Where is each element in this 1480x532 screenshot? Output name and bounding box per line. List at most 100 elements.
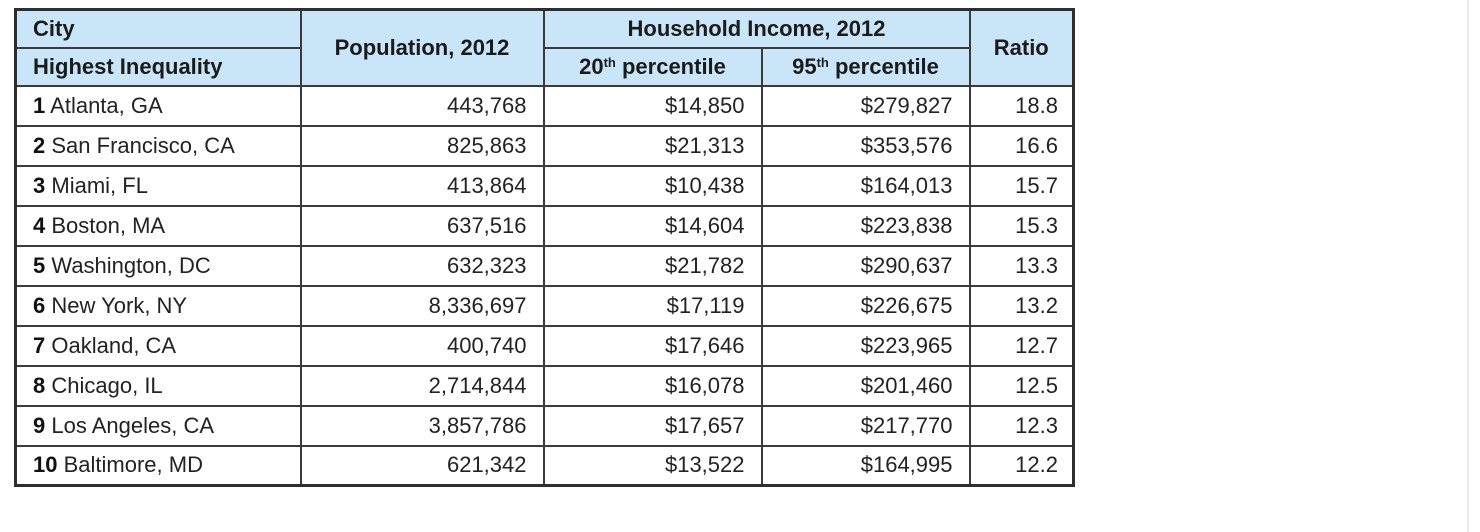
table-row: 2 San Francisco, CA 825,863 $21,313 $353… bbox=[14, 124, 1075, 167]
table-row: 9 Los Angeles, CA 3,857,786 $17,657 $217… bbox=[14, 404, 1075, 447]
city-name: Chicago, IL bbox=[51, 372, 163, 398]
population-value: 621,342 bbox=[299, 444, 545, 487]
city-cell: 8 Chicago, IL bbox=[14, 364, 302, 407]
income-20th-value: $14,604 bbox=[542, 204, 763, 247]
header-row-top: City Population, 2012 Household Income, … bbox=[14, 8, 1075, 87]
header-city: City bbox=[14, 8, 302, 49]
rank-label: 5 bbox=[33, 252, 46, 278]
table-row: 3 Miami, FL 413,864 $10,438 $164,013 15.… bbox=[14, 164, 1075, 207]
table-header: City Population, 2012 Household Income, … bbox=[14, 8, 1075, 87]
header-population: Population, 2012 bbox=[299, 8, 545, 87]
rank-label: 4 bbox=[33, 212, 46, 238]
population-value: 400,740 bbox=[299, 324, 545, 367]
population-value: 3,857,786 bbox=[299, 404, 545, 447]
city-name: Boston, MA bbox=[51, 212, 166, 238]
income-95th-value: $290,637 bbox=[760, 244, 971, 287]
city-name: Baltimore, MD bbox=[63, 452, 203, 478]
ratio-value: 13.3 bbox=[968, 244, 1075, 287]
income-95th-value: $223,965 bbox=[760, 324, 971, 367]
table-row: 4 Boston, MA 637,516 $14,604 $223,838 15… bbox=[14, 204, 1075, 247]
header-row-sub: Highest Inequality 20th percentile 95th … bbox=[14, 46, 1074, 87]
income-20th-value: $14,850 bbox=[542, 84, 763, 127]
table-row: 5 Washington, DC 632,323 $21,782 $290,63… bbox=[14, 244, 1075, 287]
income-20th-value: $21,313 bbox=[542, 124, 763, 167]
city-cell: 9 Los Angeles, CA bbox=[14, 404, 302, 447]
city-name: Atlanta, GA bbox=[50, 92, 163, 118]
ratio-value: 15.3 bbox=[968, 204, 1075, 247]
income-20th-value: $17,646 bbox=[542, 324, 763, 367]
ratio-value: 16.6 bbox=[968, 124, 1075, 167]
income-20th-value: $13,522 bbox=[542, 444, 763, 487]
city-name: Washington, DC bbox=[51, 252, 211, 278]
population-value: 632,323 bbox=[299, 244, 545, 287]
pct20-word: percentile bbox=[615, 53, 726, 79]
population-value: 2,714,844 bbox=[299, 364, 545, 407]
income-20th-value: $16,078 bbox=[542, 364, 763, 407]
rank-label: 7 bbox=[33, 332, 46, 358]
table-body: 1 Atlanta, GA 443,768 $14,850 $279,827 1… bbox=[14, 84, 1075, 487]
city-name: San Francisco, CA bbox=[51, 132, 235, 158]
ratio-value: 15.7 bbox=[968, 164, 1075, 207]
header-95th-percentile: 95th percentile bbox=[760, 46, 971, 87]
rank-label: 8 bbox=[33, 372, 46, 398]
pct20-superscript: th bbox=[603, 54, 616, 70]
city-cell: 1 Atlanta, GA bbox=[14, 84, 302, 127]
city-cell: 3 Miami, FL bbox=[14, 164, 302, 207]
ratio-value: 12.2 bbox=[968, 444, 1075, 487]
pct95-superscript: th bbox=[816, 54, 829, 70]
income-20th-value: $21,782 bbox=[542, 244, 763, 287]
city-cell: 6 New York, NY bbox=[14, 284, 302, 327]
population-value: 637,516 bbox=[299, 204, 545, 247]
header-household-income: Household Income, 2012 bbox=[542, 8, 971, 49]
rank-label: 1 bbox=[33, 92, 46, 118]
table-row: 6 New York, NY 8,336,697 $17,119 $226,67… bbox=[14, 284, 1075, 327]
city-name: New York, NY bbox=[51, 292, 188, 318]
table-row: 7 Oakland, CA 400,740 $17,646 $223,965 1… bbox=[14, 324, 1075, 367]
income-20th-value: $10,438 bbox=[542, 164, 763, 207]
city-cell: 7 Oakland, CA bbox=[14, 324, 302, 367]
income-95th-value: $279,827 bbox=[760, 84, 971, 127]
population-value: 825,863 bbox=[299, 124, 545, 167]
city-name: Los Angeles, CA bbox=[51, 412, 215, 438]
city-cell: 2 San Francisco, CA bbox=[14, 124, 302, 167]
rank-label: 6 bbox=[33, 292, 46, 318]
city-name: Miami, FL bbox=[51, 172, 148, 198]
city-cell: 4 Boston, MA bbox=[14, 204, 302, 247]
ratio-value: 12.7 bbox=[968, 324, 1075, 367]
header-20th-percentile: 20th percentile bbox=[542, 46, 763, 87]
income-95th-value: $201,460 bbox=[760, 364, 971, 407]
population-value: 443,768 bbox=[299, 84, 545, 127]
ratio-value: 18.8 bbox=[968, 84, 1075, 127]
population-value: 8,336,697 bbox=[299, 284, 545, 327]
pct95-word: percentile bbox=[828, 53, 939, 79]
income-95th-value: $353,576 bbox=[760, 124, 971, 167]
income-95th-value: $164,995 bbox=[760, 444, 971, 487]
page-edge-line bbox=[1467, 0, 1469, 532]
income-95th-value: $164,013 bbox=[760, 164, 971, 207]
city-cell: 5 Washington, DC bbox=[14, 244, 302, 287]
rank-label: 10 bbox=[33, 452, 58, 478]
income-20th-value: $17,119 bbox=[542, 284, 763, 327]
pct95-number: 95 bbox=[792, 53, 817, 79]
city-name: Oakland, CA bbox=[51, 332, 177, 358]
ratio-value: 12.5 bbox=[968, 364, 1075, 407]
rank-label: 3 bbox=[33, 172, 46, 198]
city-cell: 10 Baltimore, MD bbox=[14, 444, 302, 487]
ratio-value: 13.2 bbox=[968, 284, 1075, 327]
table-row: 8 Chicago, IL 2,714,844 $16,078 $201,460… bbox=[14, 364, 1075, 407]
population-value: 413,864 bbox=[299, 164, 545, 207]
table-row: 1 Atlanta, GA 443,768 $14,850 $279,827 1… bbox=[14, 84, 1075, 127]
income-95th-value: $223,838 bbox=[760, 204, 971, 247]
header-ratio: Ratio bbox=[968, 8, 1075, 87]
ratio-value: 12.3 bbox=[968, 404, 1075, 447]
income-20th-value: $17,657 bbox=[542, 404, 763, 447]
rank-label: 2 bbox=[33, 132, 46, 158]
rank-label: 9 bbox=[33, 412, 46, 438]
income-95th-value: $226,675 bbox=[760, 284, 971, 327]
header-highest-inequality: Highest Inequality bbox=[14, 46, 302, 87]
pct20-number: 20 bbox=[579, 53, 604, 79]
income-95th-value: $217,770 bbox=[760, 404, 971, 447]
table-row: 10 Baltimore, MD 621,342 $13,522 $164,99… bbox=[14, 444, 1075, 487]
inequality-table: City Population, 2012 Household Income, … bbox=[14, 8, 1075, 487]
